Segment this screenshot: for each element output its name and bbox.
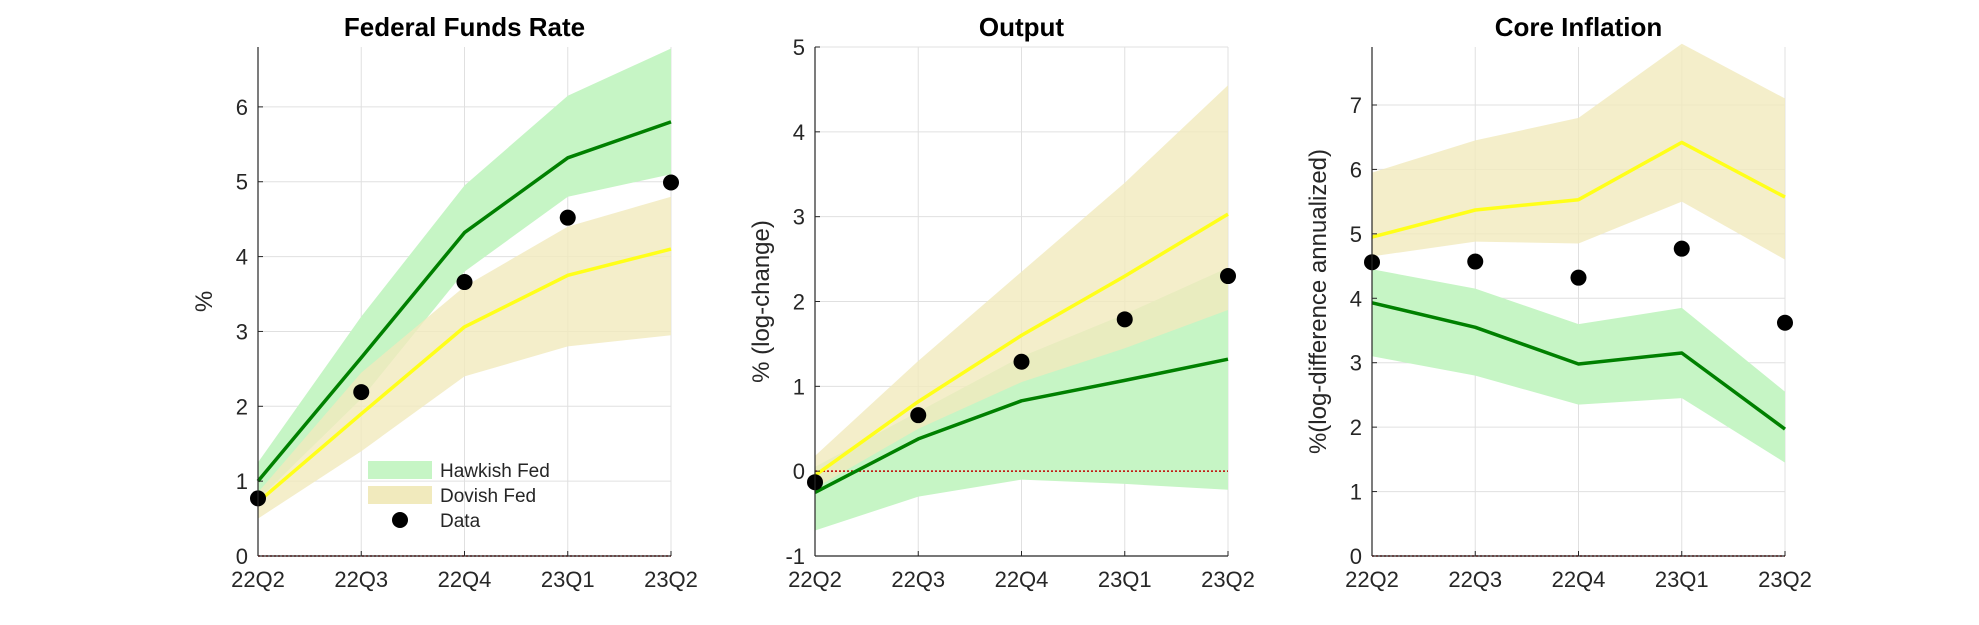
data-point xyxy=(559,209,576,226)
y-tick-label: 4 xyxy=(1350,286,1362,311)
y-tick-label: 2 xyxy=(236,394,248,419)
dovish-band xyxy=(815,85,1228,489)
y-tick-label: 3 xyxy=(793,205,805,230)
y-tick-label: 4 xyxy=(236,245,248,270)
panel-title: Core Inflation xyxy=(1495,12,1663,42)
panel-title: Federal Funds Rate xyxy=(344,12,585,42)
dovish-line xyxy=(1371,140,1786,239)
dovish-band xyxy=(1372,43,1785,260)
x-tick-label: 22Q2 xyxy=(1345,567,1399,592)
legend-label: Hawkish Fed xyxy=(440,461,550,482)
x-tick-label: 22Q2 xyxy=(231,567,285,592)
data-point xyxy=(1116,311,1133,328)
y-tick-label: 0 xyxy=(793,459,805,484)
data-point xyxy=(1673,240,1690,257)
y-tick-label: 4 xyxy=(793,120,805,145)
y-tick-label: -1 xyxy=(785,544,805,569)
dovish-line xyxy=(256,247,672,504)
data-point xyxy=(1777,314,1793,331)
panel-2: 0 1 2 3 4 5 6 7 22Q2 22Q3 22Q4 23Q1 23Q2 Core Inflati… xyxy=(1305,12,1812,592)
y-tick-label: 3 xyxy=(236,319,248,344)
y-tick-label: 5 xyxy=(1350,222,1362,247)
x-tick-label: 22Q4 xyxy=(1552,567,1606,592)
y-tick-label: 1 xyxy=(236,469,248,494)
x-tick-label: 23Q2 xyxy=(644,567,698,592)
y-tick-label: 5 xyxy=(793,35,805,60)
y-tick-label: 6 xyxy=(1350,157,1362,182)
data-point xyxy=(1467,253,1484,270)
x-tick-label: 22Q3 xyxy=(1448,567,1502,592)
x-tick-label: 22Q4 xyxy=(995,567,1049,592)
data-point xyxy=(1570,269,1587,286)
dovish-line xyxy=(813,212,1229,477)
data-point xyxy=(1220,268,1236,285)
x-tick-label: 23Q1 xyxy=(1655,567,1709,592)
y-tick-label: 7 xyxy=(1350,93,1362,118)
hawkish-line xyxy=(256,120,672,483)
legend-swatch-dovish xyxy=(368,486,432,504)
x-tick-label: 23Q1 xyxy=(1098,567,1152,592)
y-tick-label: 0 xyxy=(1350,544,1362,569)
data-point xyxy=(910,407,927,424)
y-tick-label: 3 xyxy=(1350,351,1362,376)
y-tick-label: 6 xyxy=(236,95,248,120)
legend-label: Data xyxy=(440,511,481,532)
y-tick-label: 0 xyxy=(236,544,248,569)
x-tick-label: 22Q2 xyxy=(788,567,842,592)
y-axis-label: % (log-change) xyxy=(748,220,775,383)
x-tick-label: 22Q4 xyxy=(438,567,492,592)
hawkish-band xyxy=(1372,269,1785,463)
y-axis-label: % xyxy=(191,291,218,312)
y-tick-label: 2 xyxy=(793,290,805,315)
y-tick-label: 5 xyxy=(236,170,248,195)
legend-marker-data xyxy=(392,512,408,528)
hawkish-line xyxy=(1371,301,1787,431)
x-tick-label: 23Q1 xyxy=(541,567,595,592)
x-tick-label: 22Q3 xyxy=(891,567,945,592)
x-tick-label: 23Q2 xyxy=(1201,567,1255,592)
y-tick-label: 1 xyxy=(793,374,805,399)
panel-title: Output xyxy=(979,12,1065,42)
legend: Hawkish Fed Dovish Fed Data xyxy=(368,461,550,532)
y-tick-label: 2 xyxy=(1350,415,1362,440)
panel-0: 0 1 2 3 4 5 6 22Q2 22Q3 22Q4 23Q1 23Q2 Federal Funds… xyxy=(191,12,698,592)
data-point xyxy=(1013,353,1030,370)
y-tick-label: 1 xyxy=(1350,480,1362,505)
x-tick-label: 22Q3 xyxy=(334,567,388,592)
x-tick-label: 23Q2 xyxy=(1758,567,1812,592)
hawkish-line xyxy=(814,357,1229,494)
legend-swatch-hawkish xyxy=(368,461,432,479)
data-point xyxy=(353,384,370,401)
panel-1: -1 0 1 2 3 4 5 22Q2 22Q3 22Q4 23Q1 23Q2 Output % (log… xyxy=(748,12,1255,592)
data-point xyxy=(663,174,679,191)
y-axis-label: %(log-difference annualized) xyxy=(1305,149,1332,454)
data-point xyxy=(456,274,473,291)
legend-label: Dovish Fed xyxy=(440,486,536,507)
